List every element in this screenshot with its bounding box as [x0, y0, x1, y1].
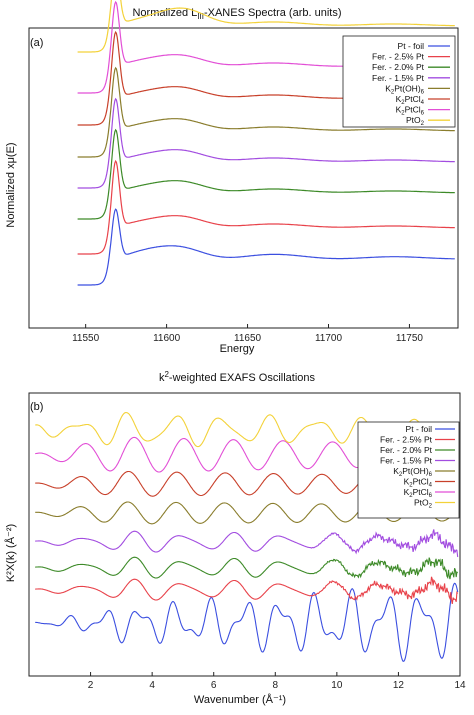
- x-tick-label: 4: [149, 680, 155, 691]
- legend-entry: PtO2: [406, 115, 425, 127]
- panel-b-frame: [28, 392, 461, 677]
- x-tick-label: 2: [88, 680, 94, 691]
- panel-b-label: (b): [30, 401, 43, 413]
- xanes-series-line: [77, 0, 455, 53]
- xanes-series-line: [77, 128, 455, 220]
- legend-entry: K2Pt(OH)6: [393, 466, 432, 478]
- panel-b-y-axis-label: K²X(k) (Å⁻²): [4, 524, 17, 582]
- x-tick-label: 11700: [315, 333, 343, 344]
- legend-entry: Fer. - 2.0% Pt: [380, 445, 433, 455]
- exafs-series-line: [35, 501, 459, 525]
- panel-a-label: (a): [30, 37, 43, 49]
- legend-box: [342, 35, 456, 128]
- legend-entry: Fer. - 2.5% Pt: [380, 435, 433, 445]
- panel-a-frame: [28, 27, 459, 329]
- x-tick-label: 10: [331, 680, 343, 691]
- x-tick-label: 14: [454, 680, 466, 691]
- panel-a-title: Normalized LIII-XANES Spectra (arb. unit…: [132, 7, 341, 21]
- x-tick-label: 6: [211, 680, 217, 691]
- legend-entry: Fer. - 1.5% Pt: [380, 456, 433, 466]
- legend-entry: Pt - foil: [398, 41, 425, 51]
- legend-entry: Pt - foil: [406, 424, 433, 434]
- legend-entry: K2PtCl4: [396, 94, 425, 106]
- legend-entry: PtO2: [414, 498, 433, 510]
- legend-entry: Fer. - 1.5% Pt: [372, 73, 425, 83]
- panel-a: Normalized LIII-XANES Spectra (arb. unit…: [5, 0, 459, 355]
- panel-b-x-ticks: 2 4 6 8 10 12 14: [88, 672, 466, 691]
- panel-a-y-axis-label: Normalized xμ(E): [5, 142, 17, 227]
- legend-entry: K2PtCl6: [404, 487, 433, 499]
- x-tick-label: 11600: [153, 333, 181, 344]
- x-tick-label: 11750: [396, 333, 424, 344]
- exafs-series-line: [35, 529, 459, 558]
- xanes-series-line: [77, 208, 455, 286]
- x-tick-label: 11650: [234, 333, 262, 344]
- panel-b-title: k2-weighted EXAFS Oscillations: [159, 370, 316, 384]
- panel-a-plot-area: [28, 0, 459, 329]
- exafs-series-line: [35, 556, 459, 580]
- panel-a-x-ticks: 11550 11600 11650 11700 11750: [72, 324, 423, 344]
- legend-entry: Fer. - 2.5% Pt: [372, 52, 425, 62]
- legend-entry: K2Pt(OH)6: [385, 83, 424, 95]
- panel-a-x-axis-label: Energy: [220, 343, 255, 355]
- x-tick-label: 8: [273, 680, 279, 691]
- panel-b: k2-weighted EXAFS Oscillations 2 4 6 8 10 12 1…: [4, 370, 466, 706]
- legend-entry: Fer. - 2.0% Pt: [372, 62, 425, 72]
- exafs-series-line: [35, 576, 459, 605]
- xanes-series-line: [77, 97, 455, 189]
- xanes-series-line: [77, 159, 455, 255]
- legend-entry: K2PtCl4: [404, 477, 433, 489]
- panel-b-x-axis-label: Wavenumber (Å⁻¹): [194, 693, 286, 706]
- xanes-series-line: [77, 66, 455, 158]
- legend-entry: K2PtCl6: [396, 105, 425, 117]
- x-tick-label: 12: [393, 680, 405, 691]
- x-tick-label: 11550: [72, 333, 100, 344]
- exafs-series-line: [35, 582, 459, 662]
